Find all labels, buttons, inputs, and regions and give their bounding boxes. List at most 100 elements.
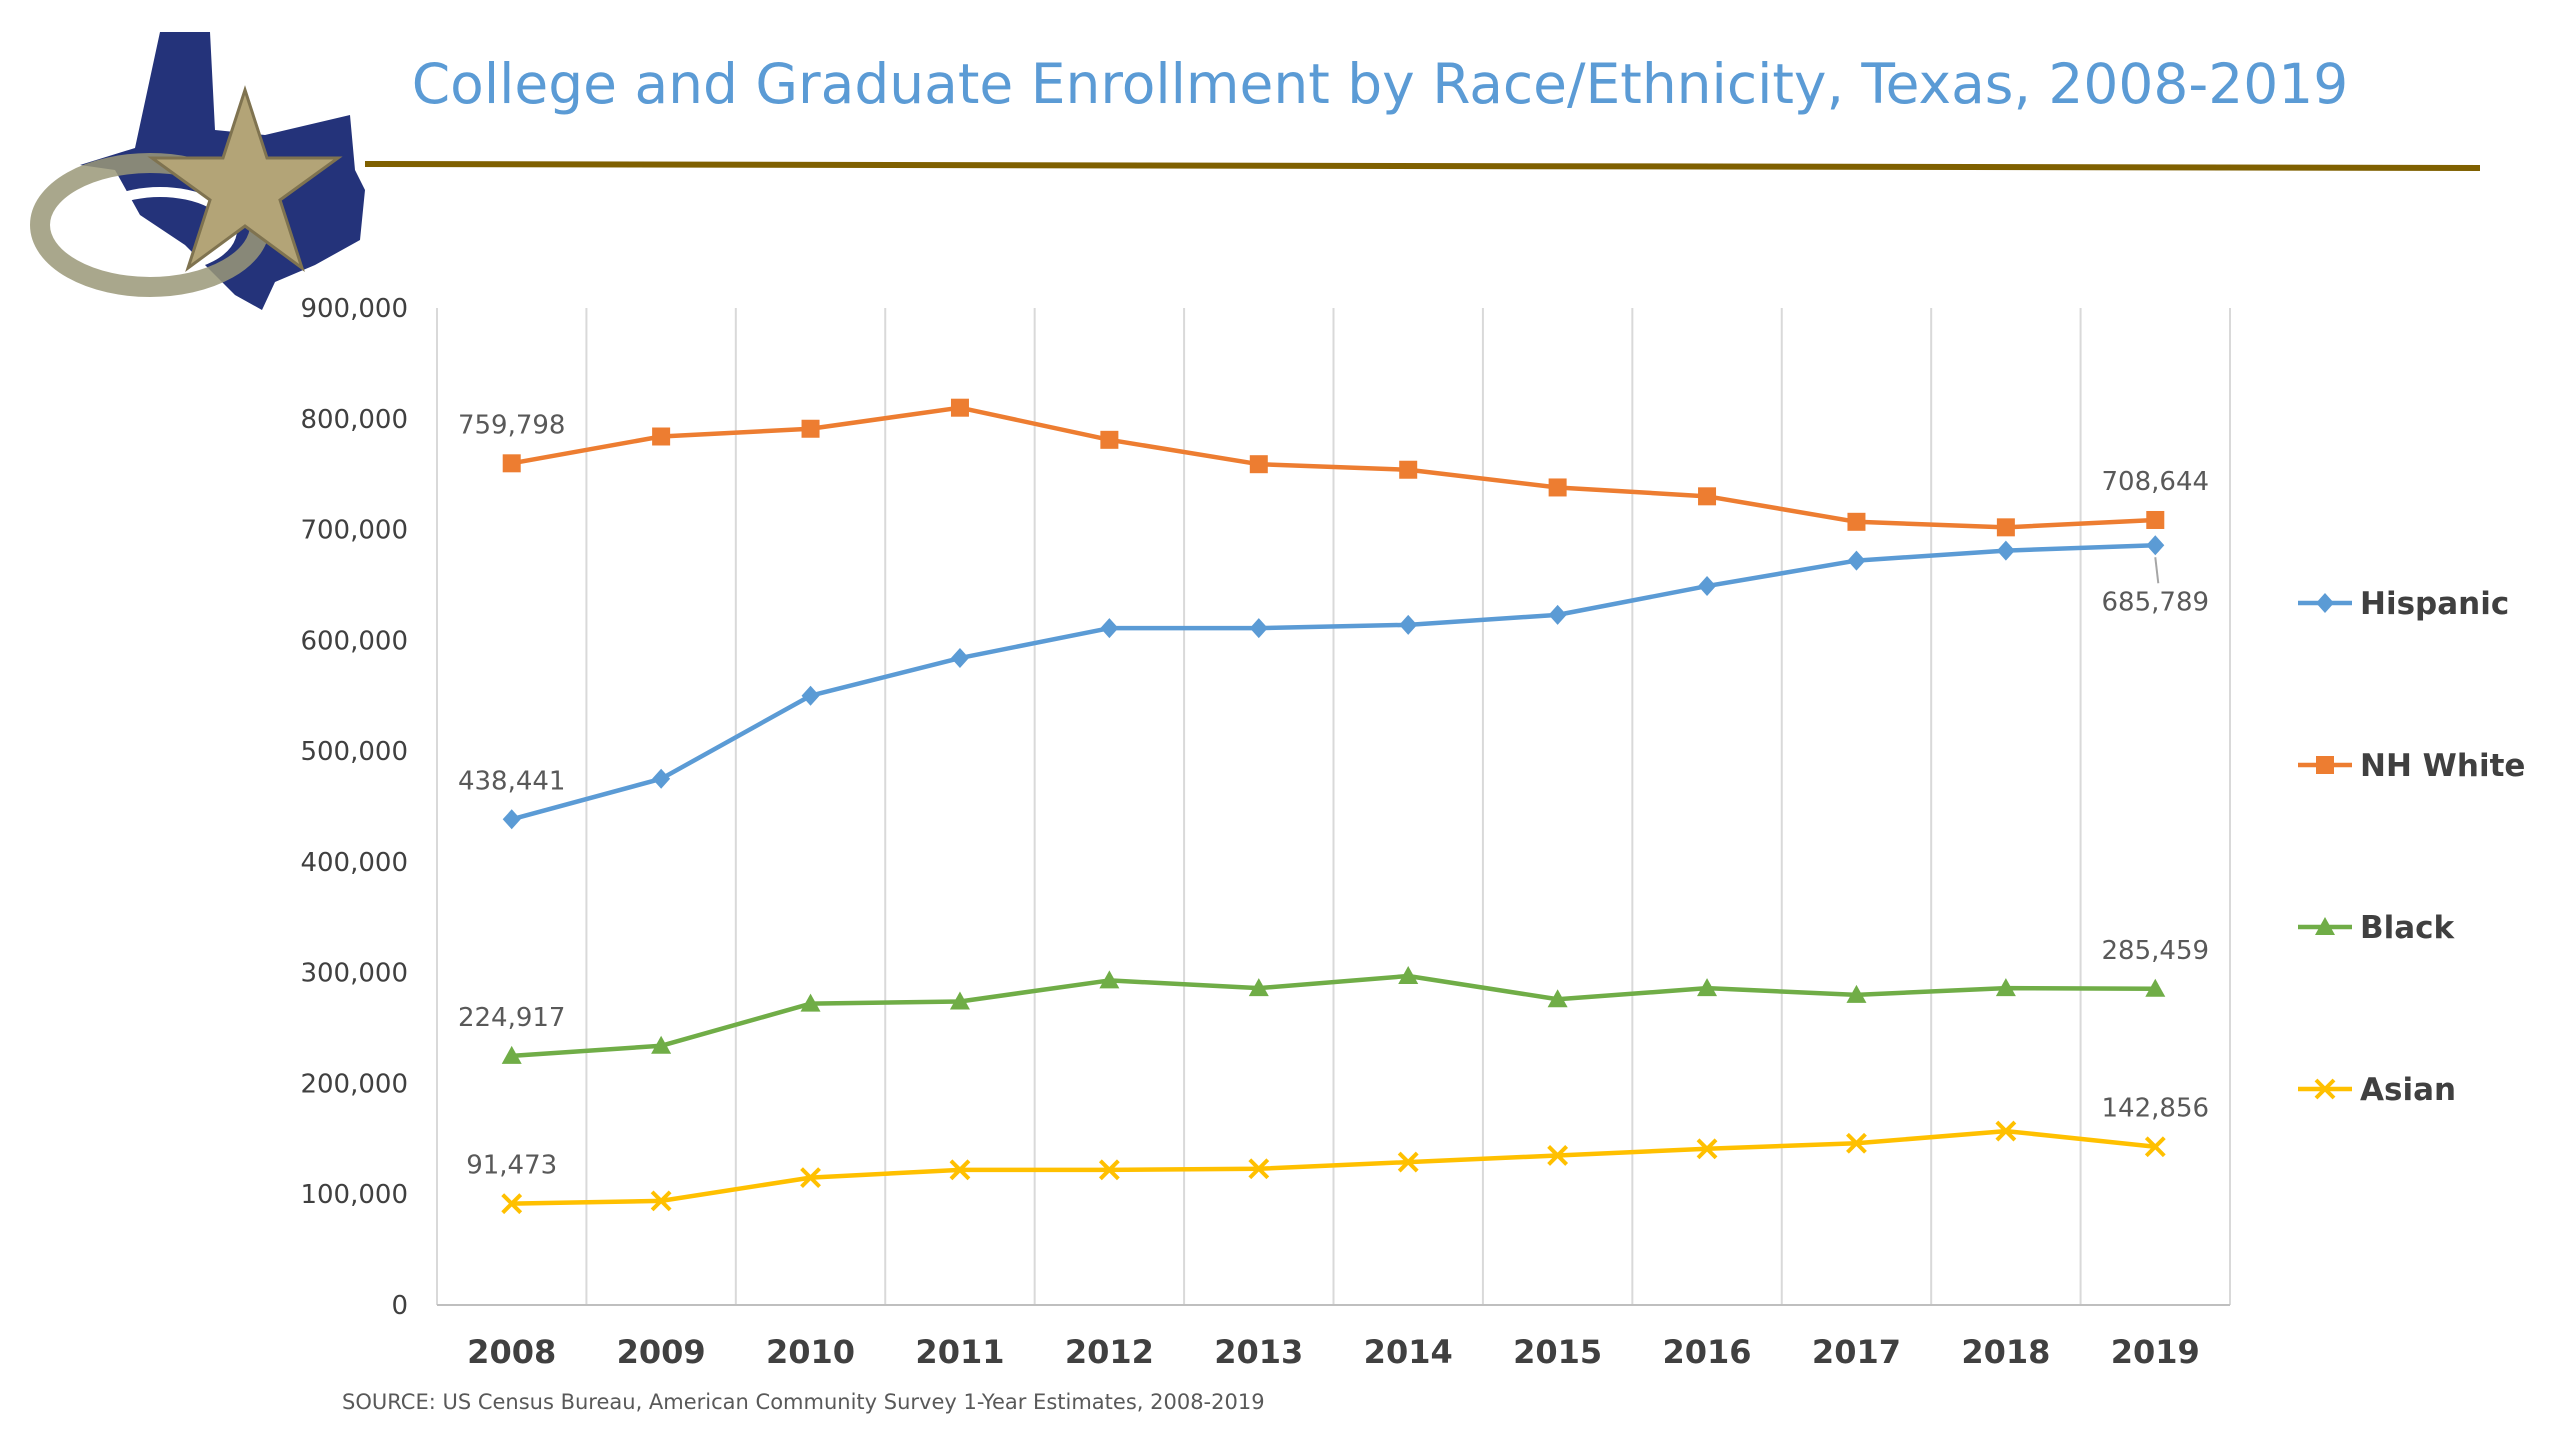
x-tick-label: 2019 bbox=[2111, 1333, 2200, 1371]
data-point-black bbox=[800, 993, 821, 1012]
y-axis: 0 100,000 200,000 300,000 400,000 500,000 600,… bbox=[300, 294, 408, 1321]
data-label-last-hispanic: 685,789 bbox=[2102, 587, 2210, 617]
legend-label-hispanic: Hispanic bbox=[2360, 586, 2509, 622]
leader-line-hispanic bbox=[2154, 557, 2160, 584]
data-point-black bbox=[1547, 989, 1568, 1008]
data-point-asian bbox=[1995, 1120, 2017, 1142]
data-point-asian bbox=[1846, 1132, 1867, 1154]
data-point-nh-white bbox=[1100, 430, 1119, 449]
data-point-nh-white bbox=[1698, 487, 1717, 506]
series-line-black bbox=[511, 973, 2156, 1059]
data-point-black bbox=[949, 991, 970, 1010]
chart-title: College and Graduate Enrollment by Race/… bbox=[411, 52, 2349, 116]
data-point-black bbox=[1398, 965, 1419, 984]
series-asian bbox=[501, 1120, 2166, 1215]
series-nh-white bbox=[502, 398, 2165, 537]
data-point-asian bbox=[650, 1190, 672, 1212]
data-point-asian bbox=[949, 1159, 971, 1181]
series-line-nh-white bbox=[511, 405, 2156, 530]
legend-label-black: Black bbox=[2360, 910, 2456, 946]
data-point-hispanic bbox=[2146, 535, 2165, 556]
data-point-black bbox=[1995, 978, 2016, 997]
series-line-hispanic bbox=[511, 543, 2156, 822]
x-tick-label: 2016 bbox=[1663, 1333, 1752, 1371]
data-point-hispanic bbox=[950, 648, 969, 669]
legend-item-nh-white: NH White bbox=[2298, 748, 2525, 784]
x-tick-label: 2017 bbox=[1812, 1333, 1901, 1371]
legend-label-nh-white: NH White bbox=[2360, 748, 2525, 784]
data-point-black bbox=[1099, 970, 1120, 989]
y-tick-label: 900,000 bbox=[300, 294, 408, 324]
data-point-hispanic bbox=[801, 685, 820, 706]
data-labels: 438,441 685,789 759,798 708,644 224,917 285,4… bbox=[458, 410, 2209, 1180]
y-tick-label: 500,000 bbox=[300, 737, 408, 767]
x-tick-label: 2009 bbox=[617, 1333, 706, 1371]
data-point-black bbox=[1248, 978, 1269, 997]
data-point-hispanic bbox=[1249, 618, 1268, 639]
data-point-asian bbox=[1696, 1138, 1718, 1160]
data-point-hispanic bbox=[502, 809, 521, 830]
data-point-asian bbox=[1098, 1159, 1120, 1181]
legend-item-black: Black bbox=[2298, 910, 2456, 946]
data-point-nh-white bbox=[1399, 460, 1418, 479]
y-tick-label: 700,000 bbox=[300, 516, 408, 546]
data-point-hispanic bbox=[1548, 604, 1567, 625]
legend-marker-hispanic bbox=[2316, 593, 2334, 613]
data-point-asian bbox=[1547, 1145, 1569, 1166]
legend-marker-nh-white bbox=[2316, 756, 2334, 774]
data-point-hispanic bbox=[1847, 550, 1866, 571]
data-point-black bbox=[651, 1035, 672, 1054]
data-point-nh-white bbox=[1847, 512, 1866, 531]
y-tick-label: 200,000 bbox=[300, 1069, 408, 1099]
y-tick-label: 300,000 bbox=[300, 959, 408, 989]
legend-item-hispanic: Hispanic bbox=[2298, 586, 2509, 622]
legend-marker-black bbox=[2315, 917, 2335, 935]
data-point-hispanic bbox=[1698, 576, 1717, 597]
data-label-first-hispanic: 438,441 bbox=[458, 766, 566, 796]
legend-marker-asian bbox=[2314, 1078, 2336, 1100]
data-point-asian bbox=[1248, 1158, 1270, 1180]
data-point-nh-white bbox=[950, 398, 969, 417]
texas-star-logo bbox=[30, 32, 365, 310]
data-point-hispanic bbox=[1399, 614, 1418, 635]
data-point-asian bbox=[501, 1193, 523, 1215]
x-tick-label: 2010 bbox=[766, 1333, 855, 1371]
y-tick-label: 0 bbox=[391, 1291, 408, 1321]
x-tick-label: 2015 bbox=[1513, 1333, 1602, 1371]
chart-grid bbox=[436, 308, 2231, 1306]
source-note: SOURCE: US Census Bureau, American Commu… bbox=[342, 1390, 1265, 1414]
x-tick-label: 2008 bbox=[467, 1333, 556, 1371]
series-line-asian bbox=[511, 1128, 2156, 1206]
legend-item-asian: Asian bbox=[2298, 1072, 2456, 1108]
data-point-asian bbox=[2144, 1136, 2166, 1158]
data-point-nh-white bbox=[2146, 510, 2165, 529]
data-label-first-nh-white: 759,798 bbox=[458, 410, 566, 440]
series-group bbox=[501, 398, 2166, 1215]
x-tick-label: 2012 bbox=[1065, 1333, 1154, 1371]
data-point-black bbox=[2145, 978, 2166, 997]
y-tick-label: 400,000 bbox=[300, 848, 408, 878]
data-label-last-black: 285,459 bbox=[2102, 936, 2210, 966]
data-point-nh-white bbox=[801, 419, 820, 438]
y-tick-label: 100,000 bbox=[300, 1180, 408, 1210]
data-point-hispanic bbox=[1996, 540, 2015, 561]
data-label-last-asian: 142,856 bbox=[2102, 1094, 2210, 1124]
data-point-asian bbox=[1397, 1151, 1419, 1173]
y-tick-label: 800,000 bbox=[300, 405, 408, 435]
data-point-asian bbox=[800, 1167, 821, 1189]
legend-label-asian: Asian bbox=[2360, 1072, 2456, 1108]
y-tick-label: 600,000 bbox=[300, 626, 408, 656]
data-point-nh-white bbox=[652, 427, 671, 446]
x-axis: 2008 2009 2010 2011 2012 2013 2014 2015 2016 2017… bbox=[467, 1333, 2200, 1371]
data-point-black bbox=[1697, 978, 1718, 997]
x-tick-label: 2011 bbox=[915, 1333, 1004, 1371]
data-point-nh-white bbox=[1548, 478, 1567, 497]
data-point-black bbox=[1846, 984, 1867, 1003]
title-divider bbox=[364, 161, 2481, 171]
data-label-first-asian: 91,473 bbox=[466, 1151, 557, 1181]
data-point-hispanic bbox=[652, 768, 671, 789]
x-tick-label: 2018 bbox=[1961, 1333, 2050, 1371]
legend: Hispanic NH White Black Asian bbox=[2298, 586, 2525, 1108]
